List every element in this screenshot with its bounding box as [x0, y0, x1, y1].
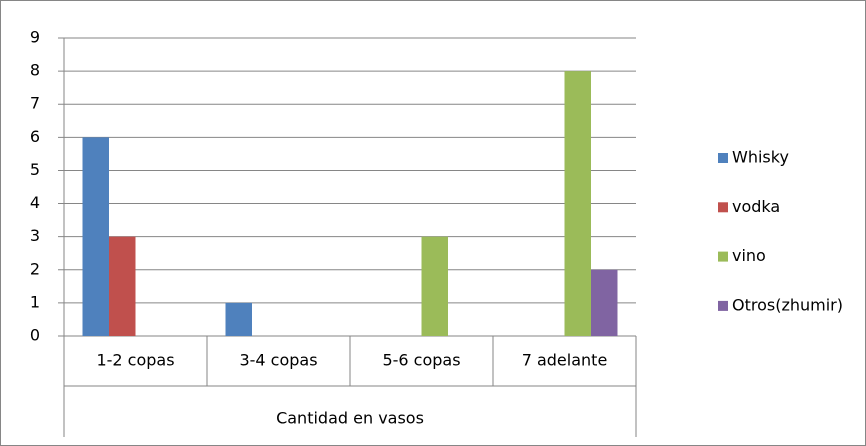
bar	[225, 302, 252, 336]
y-tick-label: 9	[30, 28, 40, 47]
x-axis-label: Cantidad en vasos	[276, 409, 424, 428]
x-tick-label: 3-4 copas	[239, 351, 317, 370]
x-tick-label: 1-2 copas	[96, 351, 174, 370]
y-tick-label: 5	[30, 160, 40, 179]
bar	[109, 236, 136, 336]
legend-label: vodka	[732, 197, 780, 216]
y-tick-label: 8	[30, 61, 40, 80]
bar	[82, 137, 109, 336]
y-tick-label: 0	[30, 326, 40, 345]
y-tick-label: 7	[30, 94, 40, 113]
legend-label: vino	[732, 246, 766, 265]
y-tick-label: 1	[30, 292, 40, 311]
y-tick-label: 2	[30, 259, 40, 278]
legend-swatch	[718, 153, 728, 163]
y-tick-label: 4	[30, 193, 40, 212]
bar	[421, 236, 448, 336]
y-tick-label: 3	[30, 226, 40, 245]
x-tick-label: 5-6 copas	[382, 351, 460, 370]
bar	[591, 269, 618, 336]
y-tick-label: 6	[30, 127, 40, 146]
legend-swatch	[718, 251, 728, 262]
bar	[564, 71, 591, 336]
legend-label: Whisky	[732, 148, 789, 167]
legend-swatch	[718, 202, 728, 213]
x-tick-label: 7 adelante	[522, 351, 608, 370]
legend-label: Otros(zhumir)	[732, 295, 843, 314]
legend-swatch	[718, 300, 728, 311]
